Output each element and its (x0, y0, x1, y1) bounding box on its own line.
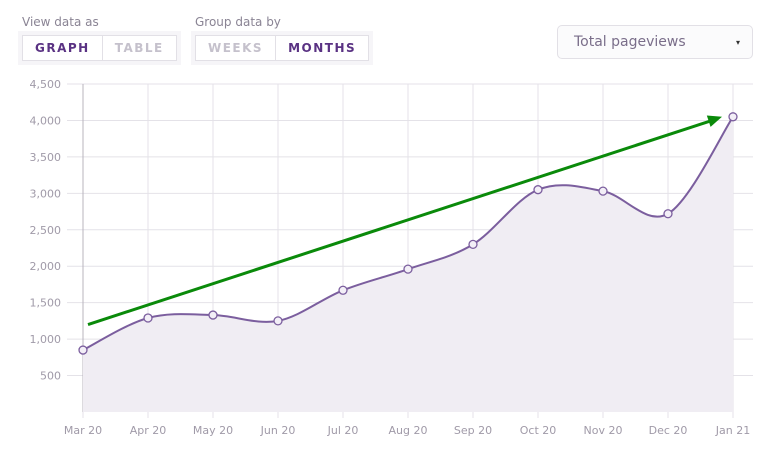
view-toggle: GRAPH TABLE (22, 35, 177, 61)
data-point (208, 310, 218, 320)
months-button[interactable]: MONTHS (275, 36, 368, 60)
y-tick-label: 2,500 (30, 224, 62, 237)
x-tick-label: Dec 20 (649, 424, 688, 437)
x-tick-label: May 20 (193, 424, 233, 437)
data-point (338, 285, 348, 295)
metric-select[interactable]: Total pageviews ▾ (557, 25, 753, 59)
data-point (468, 239, 478, 250)
table-button[interactable]: TABLE (101, 36, 176, 60)
trend-arrow-line (87, 118, 715, 326)
y-tick-label: 1,000 (30, 333, 62, 346)
data-point (598, 186, 608, 196)
group-toggle: WEEKS MONTHS (195, 35, 370, 61)
y-tick-label: 4,500 (30, 78, 62, 91)
data-point (533, 185, 543, 195)
data-point (78, 345, 88, 355)
x-tick-label: Jan 21 (715, 424, 750, 437)
view-label: View data as (22, 15, 99, 29)
metric-select-value: Total pageviews (574, 34, 686, 50)
series-line (82, 116, 734, 351)
x-tick-label: Jul 20 (327, 424, 359, 437)
x-tick-label: Jun 20 (260, 424, 296, 437)
data-point (728, 112, 738, 122)
y-tick-label: 2,000 (30, 260, 62, 273)
y-tick-label: 4,000 (30, 114, 62, 127)
x-tick-label: Nov 20 (584, 424, 623, 437)
caret-down-icon: ▾ (735, 37, 740, 47)
data-point (143, 313, 153, 323)
data-point (403, 264, 413, 274)
series-area (83, 116, 733, 413)
x-tick-label: Apr 20 (130, 424, 167, 437)
y-tick-label: 1,500 (30, 297, 62, 310)
data-point (663, 209, 673, 219)
x-tick-label: Aug 20 (389, 424, 428, 437)
graph-button[interactable]: GRAPH (35, 41, 90, 55)
x-tick-label: Mar 20 (64, 424, 102, 437)
y-tick-label: 500 (40, 370, 61, 383)
x-tick-label: Sep 20 (454, 424, 492, 437)
x-tick-label: Oct 20 (520, 424, 557, 437)
group-label: Group data by (195, 15, 281, 29)
weeks-button[interactable]: WEEKS (208, 41, 264, 55)
trend-arrow-head-icon (706, 115, 722, 127)
y-tick-label: 3,500 (30, 151, 62, 164)
y-tick-label: 3,000 (30, 187, 62, 200)
data-point (273, 316, 283, 326)
